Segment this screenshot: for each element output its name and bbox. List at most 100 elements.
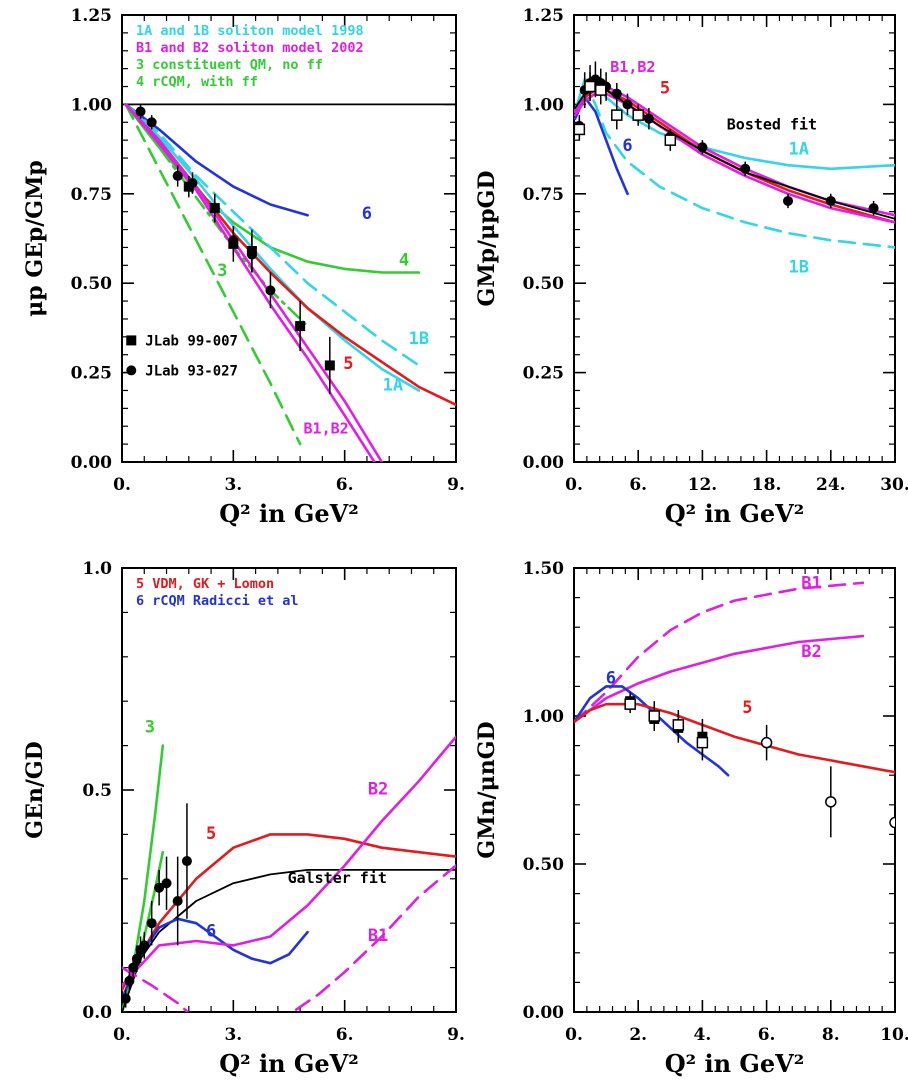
series-line-6 [122, 917, 309, 1000]
x-axis-label: Q² in GeV² [665, 499, 805, 528]
curve-label: B2 [801, 642, 821, 662]
curve-label: 6 [622, 136, 632, 156]
x-tick-label: 12. [688, 475, 718, 495]
legend-entry: JLab 93-027 [145, 363, 238, 379]
curve-label: 5 [206, 824, 216, 844]
x-tick-label: 3. [224, 475, 242, 495]
data-point [574, 123, 586, 136]
x-tick-label: 6. [336, 475, 354, 495]
y-tick-label: 0.0 [82, 1003, 112, 1023]
x-tick-label: 30. [880, 475, 908, 495]
y-tick-label: 1.0 [82, 559, 112, 579]
x-tick-label: 0. [565, 1025, 583, 1045]
data-point [135, 106, 146, 117]
curve-label: 3 [217, 261, 227, 281]
plot-frame [573, 567, 896, 1013]
y-tick-label: 1.50 [523, 559, 565, 579]
data-point [825, 796, 837, 808]
x-tick-label: 24. [816, 475, 846, 495]
data-point [172, 896, 183, 906]
curve-label: B1 [801, 574, 821, 594]
curve-label: 1A [788, 139, 808, 159]
data-point [868, 203, 879, 214]
series-line-5 [122, 833, 456, 992]
data-point [183, 181, 194, 192]
data-point [146, 918, 157, 929]
data-point [696, 736, 709, 749]
data-point [324, 360, 335, 371]
legend-marker [126, 365, 137, 376]
data-point [611, 88, 622, 99]
chart-panel-1: 0. 3. 6. 9. 0.00 0.25 0.50 0.75 1.00 1.25 Q² in Ge… [22, 6, 465, 528]
legend-entry: 4 rCQM, with ff [136, 74, 258, 90]
legend-entry: 5 VDM, GK + Lomon [136, 576, 274, 592]
plot-frame [121, 14, 457, 463]
curve-label: Galster fit [288, 869, 387, 887]
chart-panel-3: 0. 3. 6. 9. 0.0 0.5 1.0 Q² in GeV² GEn/GD 5 VDM, … [22, 559, 465, 1078]
x-tick-label: 0. [565, 475, 583, 495]
y-tick-label: 1.00 [523, 707, 565, 727]
data-point [139, 940, 150, 951]
curve-label: 3 [145, 717, 155, 737]
curve-label: 1B [409, 329, 429, 349]
curve-label: B2 [368, 779, 388, 799]
data-point [622, 99, 633, 110]
y-axis-label: GMn/μnGD [474, 721, 500, 858]
data-point [632, 109, 644, 121]
y-tick-label: 1.25 [523, 6, 564, 26]
series-line-b1 [122, 864, 456, 1012]
data-point [172, 170, 183, 181]
y-tick-label: 0.75 [523, 185, 564, 205]
x-tick-label: 2. [629, 1025, 647, 1045]
x-tick-label: 6. [629, 475, 647, 495]
curve-label: 1A [383, 375, 403, 395]
series-group [122, 103, 456, 462]
series-line-b1 [574, 581, 865, 724]
series-line-1b [124, 103, 421, 367]
x-tick-label: 0. [113, 475, 131, 495]
y-tick-label: 0.25 [71, 364, 112, 384]
y-tick-label: 0.25 [523, 364, 564, 384]
y-tick-label: 0.00 [523, 453, 565, 473]
data-point [122, 993, 131, 1004]
chart-panel-4: 0. 2. 4. 6. 8. 10. 0.00 0.50 1.00 1.50 Q² in GeV² G… [474, 559, 908, 1078]
x-tick-label: 10. [880, 1025, 908, 1045]
x-tick-label: 18. [752, 475, 782, 495]
data-point [228, 238, 239, 249]
y-tick-label: 1.25 [71, 6, 112, 26]
y-tick-label: 0.5 [82, 781, 112, 801]
legend-entry: 1A and 1B soliton model 1998 [136, 23, 364, 39]
x-tick-label: 4. [694, 1025, 712, 1045]
chart-panel-2: 0. 6. 12. 18. 24. 30. 0.00 0.25 0.50 0.75 1.00 1.25… [474, 6, 908, 528]
series-line-b2 [122, 735, 456, 987]
plot-frame [573, 14, 896, 463]
curve-label: B1 [368, 926, 388, 946]
x-tick-label: 6. [758, 1025, 776, 1045]
series-line-3 [124, 103, 302, 446]
series-line-galster [122, 869, 456, 1012]
series-line-1b [574, 81, 895, 249]
data-point [783, 195, 793, 206]
legend-entry: B1 and B2 soliton model 2002 [136, 40, 364, 56]
data-point [889, 816, 895, 829]
data-point [181, 856, 192, 867]
series-line-1a [124, 103, 421, 392]
y-tick-label: 1.00 [71, 95, 113, 115]
curve-label: B1,B2 [610, 58, 655, 76]
data-point [146, 117, 157, 128]
legend-marker [126, 335, 137, 346]
data-point [265, 285, 276, 296]
x-tick-label: 8. [822, 1025, 840, 1045]
curve-label: 5 [660, 79, 670, 99]
x-axis-label: Q² in GeV² [219, 499, 359, 528]
x-axis-label: Q² in GeV² [219, 1049, 359, 1078]
x-tick-label: 0. [113, 1025, 131, 1045]
data-point [124, 975, 135, 986]
data-point [760, 736, 773, 749]
curve-label: Bosted fit [727, 115, 817, 133]
plot-frame [121, 567, 457, 1013]
x-tick-label: 9. [447, 1025, 465, 1045]
y-tick-label: 0.50 [523, 855, 565, 875]
legend-entry: 3 constituent QM, no ff [136, 57, 323, 73]
